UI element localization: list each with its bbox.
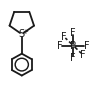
Text: F: F: [84, 41, 89, 51]
Text: F: F: [70, 53, 76, 63]
Text: S: S: [18, 29, 24, 39]
Text: P: P: [70, 41, 76, 51]
Text: F: F: [80, 50, 86, 60]
Text: F: F: [61, 32, 67, 42]
Text: F: F: [70, 28, 76, 38]
Text: +: +: [22, 29, 28, 35]
Text: F: F: [57, 41, 63, 51]
